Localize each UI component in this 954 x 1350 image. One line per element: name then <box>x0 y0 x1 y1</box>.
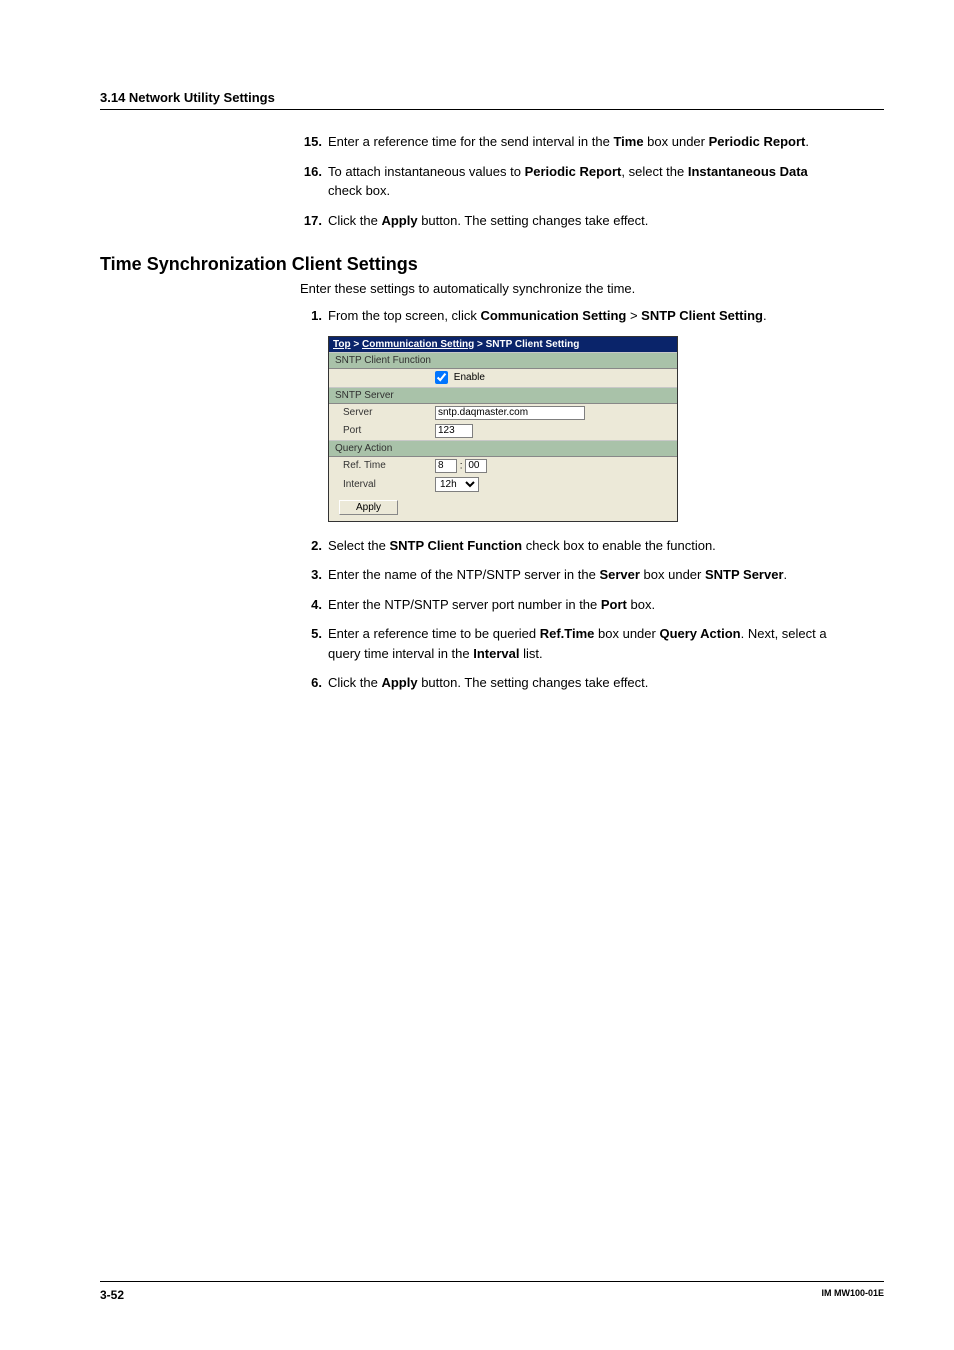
port-label: Port <box>343 425 435 436</box>
list-text: Click the Apply button. The setting chan… <box>328 211 844 231</box>
list-item: 6.Click the Apply button. The setting ch… <box>300 673 844 693</box>
server-input[interactable] <box>435 406 585 420</box>
breadcrumb-comm[interactable]: Communication Setting <box>362 339 474 350</box>
server-label: Server <box>343 407 435 418</box>
list-item: 1.From the top screen, click Communicati… <box>300 306 844 326</box>
ref-time-label: Ref. Time <box>343 460 435 471</box>
list-text: Enter the name of the NTP/SNTP server in… <box>328 565 844 585</box>
list-item: 15.Enter a reference time for the send i… <box>300 132 844 152</box>
interval-label: Interval <box>343 479 435 490</box>
breadcrumb-top[interactable]: Top <box>333 339 351 350</box>
page-footer: 3-52 IM MW100-01E <box>100 1281 884 1302</box>
heading-time-sync: Time Synchronization Client Settings <box>100 254 884 275</box>
ref-hour-input[interactable] <box>435 459 457 473</box>
interval-select[interactable]: 12h <box>435 477 479 492</box>
group-sntp-server: SNTP Server <box>329 387 677 404</box>
list-number: 15. <box>300 132 328 152</box>
list-item: 4.Enter the NTP/SNTP server port number … <box>300 595 844 615</box>
list-number: 1. <box>300 306 328 326</box>
breadcrumb: Top > Communication Setting > SNTP Clien… <box>329 337 677 352</box>
list-text: Enter the NTP/SNTP server port number in… <box>328 595 844 615</box>
ordered-list-2a: 1.From the top screen, click Communicati… <box>300 306 844 326</box>
list-number: 16. <box>300 162 328 201</box>
list-text: Click the Apply button. The setting chan… <box>328 673 844 693</box>
enable-checkbox[interactable] <box>435 371 448 384</box>
list-text: Select the SNTP Client Function check bo… <box>328 536 844 556</box>
list-number: 2. <box>300 536 328 556</box>
intro-text: Enter these settings to automatically sy… <box>300 281 884 296</box>
list-number: 5. <box>300 624 328 663</box>
list-text: From the top screen, click Communication… <box>328 306 844 326</box>
list-text: Enter a reference time to be queried Ref… <box>328 624 844 663</box>
list-text: Enter a reference time for the send inte… <box>328 132 844 152</box>
sntp-settings-screenshot: Top > Communication Setting > SNTP Clien… <box>328 336 678 522</box>
apply-button[interactable]: Apply <box>339 500 398 515</box>
ordered-list-2b: 2.Select the SNTP Client Function check … <box>300 536 844 693</box>
section-header: 3.14 Network Utility Settings <box>100 90 884 110</box>
list-item: 5.Enter a reference time to be queried R… <box>300 624 844 663</box>
port-input[interactable] <box>435 424 473 438</box>
page-number: 3-52 <box>100 1288 124 1302</box>
list-number: 6. <box>300 673 328 693</box>
group-sntp-client-function: SNTP Client Function <box>329 352 677 369</box>
doc-id: IM MW100-01E <box>821 1288 884 1302</box>
breadcrumb-leaf: SNTP Client Setting <box>486 339 580 350</box>
enable-label: Enable <box>454 372 485 383</box>
list-item: 2.Select the SNTP Client Function check … <box>300 536 844 556</box>
list-text: To attach instantaneous values to Period… <box>328 162 844 201</box>
list-number: 17. <box>300 211 328 231</box>
group-query-action: Query Action <box>329 440 677 457</box>
list-item: 16.To attach instantaneous values to Per… <box>300 162 844 201</box>
ref-min-input[interactable] <box>465 459 487 473</box>
list-item: 17.Click the Apply button. The setting c… <box>300 211 844 231</box>
list-number: 4. <box>300 595 328 615</box>
ordered-list-1: 15.Enter a reference time for the send i… <box>300 132 844 230</box>
list-number: 3. <box>300 565 328 585</box>
list-item: 3.Enter the name of the NTP/SNTP server … <box>300 565 844 585</box>
